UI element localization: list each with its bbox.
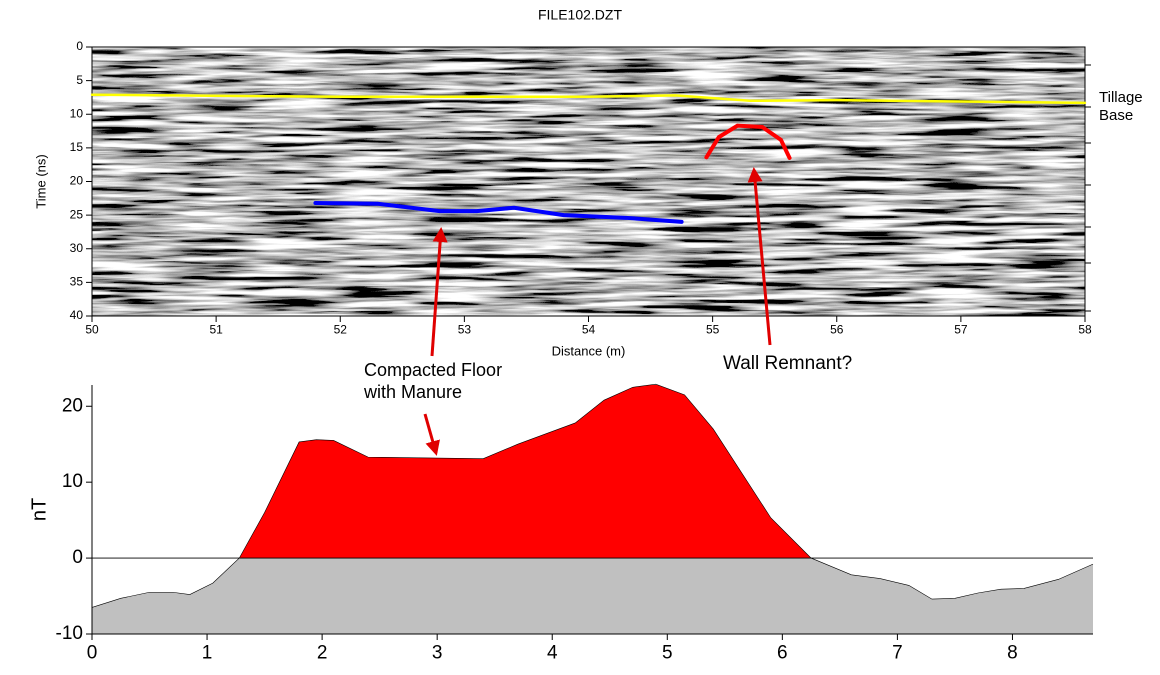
x-tick-label: 7 [892,642,903,663]
y-tick-label: 25 [70,207,84,221]
y-tick-label: 0 [72,547,83,568]
x-tick-label: 5 [662,642,673,663]
y-tick-label: 10 [62,471,83,492]
radargram [92,47,1085,316]
x-tick-label: 4 [547,642,558,663]
x-tick-label: 2 [317,642,328,663]
y-axis-label: Time (ns) [33,154,48,208]
x-tick-label: 51 [209,323,223,337]
x-tick-label: 57 [954,323,968,337]
arrow [423,413,440,456]
y-axis-label: nT [28,498,50,521]
x-tick-label: 1 [202,642,213,663]
y-tick-label: 5 [76,73,83,87]
x-axis-label: Distance (m) [552,343,626,358]
y-tick-label: 30 [70,241,84,255]
chart-title: FILE102.DZT [538,7,622,23]
x-tick-label: 8 [1007,642,1018,663]
x-tick-label: 50 [85,323,99,337]
y-tick-label: -10 [56,623,83,644]
y-tick-label: 20 [70,174,84,188]
y-tick-label: 0 [76,39,83,53]
x-tick-label: 0 [87,642,98,663]
annotation: Wall Remnant? [723,353,853,374]
x-tick-label: 53 [458,323,472,337]
arrow [747,167,772,346]
x-tick-label: 56 [830,323,844,337]
x-tick-label: 54 [582,323,596,337]
area-outline [91,383,1094,608]
y-tick-label: 35 [70,275,84,289]
positive-area [239,385,812,559]
arrow [430,227,448,357]
legend-label: Tillage Base [1099,88,1143,124]
trace-line [313,201,684,224]
trace-line [90,93,1087,105]
y-tick-label: 10 [70,106,84,120]
x-tick-label: 6 [777,642,788,663]
x-tick-label: 58 [1078,323,1092,337]
trace-line [704,123,792,160]
x-tick-label: 52 [334,323,348,337]
x-tick-label: 55 [706,323,720,337]
y-tick-label: 40 [70,308,84,322]
y-tick-label: 20 [62,395,83,416]
y-tick-label: 15 [70,140,84,154]
x-tick-label: 3 [432,642,443,663]
annotation: Compacted Floor with Manure [364,360,503,402]
